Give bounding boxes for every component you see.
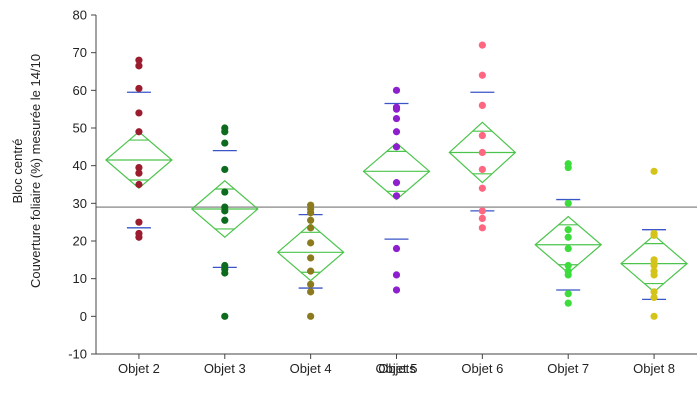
y-tick-label: 60 xyxy=(73,83,87,98)
y-tick-label: 70 xyxy=(73,45,87,60)
x-tick-label: Objet 5 xyxy=(376,361,418,376)
data-point xyxy=(650,288,658,296)
data-point xyxy=(392,179,401,187)
x-tick-label: Objet 3 xyxy=(204,361,246,376)
data-point xyxy=(221,207,229,215)
category-group xyxy=(448,41,517,232)
x-tick-label: Objet 2 xyxy=(118,361,160,376)
data-point xyxy=(392,128,401,136)
data-point xyxy=(135,84,143,93)
x-axis-title: Objets xyxy=(378,361,416,376)
y-tick-label: 30 xyxy=(73,196,87,211)
data-point xyxy=(478,101,486,109)
y-tick-label: 50 xyxy=(73,121,87,136)
category-group xyxy=(620,167,688,320)
category-group xyxy=(105,56,173,241)
category-group xyxy=(190,124,259,320)
data-point xyxy=(307,224,315,232)
data-point xyxy=(478,71,486,79)
data-point xyxy=(307,254,315,262)
data-point xyxy=(135,163,143,172)
data-point xyxy=(135,169,143,177)
data-point xyxy=(650,231,658,239)
data-point xyxy=(392,105,401,113)
data-point xyxy=(307,239,315,247)
data-point xyxy=(650,261,658,270)
data-point xyxy=(392,271,401,279)
data-point xyxy=(392,86,401,94)
data-point xyxy=(307,288,315,296)
y-tick-label: 40 xyxy=(73,158,87,173)
data-point xyxy=(564,271,572,279)
data-point xyxy=(307,312,315,320)
data-point xyxy=(564,299,572,307)
x-tick-label: Objet 6 xyxy=(461,361,503,376)
data-point xyxy=(307,280,315,288)
data-point xyxy=(478,224,486,232)
data-point xyxy=(650,167,658,175)
data-point xyxy=(564,261,572,270)
data-point xyxy=(135,218,143,226)
data-point xyxy=(478,207,486,215)
data-point xyxy=(221,165,229,174)
data-point xyxy=(392,244,401,253)
y-tick-label: 80 xyxy=(73,8,87,23)
data-point xyxy=(478,148,486,157)
axes: -10 0 10 20 30 40 50 60 70 80 Objet 2 Objet 3 Objet … xyxy=(68,8,697,376)
y-axis-title-line-2: Couverture foliaire (%) mesurée le 14/10 xyxy=(28,54,43,288)
data-point xyxy=(307,267,315,275)
data-point xyxy=(564,290,572,298)
data-point xyxy=(478,184,486,192)
category-group xyxy=(276,201,345,320)
data-point xyxy=(478,131,486,140)
data-point xyxy=(135,62,143,70)
data-point xyxy=(135,109,143,117)
y-tick-label: 10 xyxy=(73,271,87,286)
y-tick-label: 0 xyxy=(80,309,87,324)
data-point xyxy=(307,216,315,224)
y-tick-label: 20 xyxy=(73,234,87,249)
data-point xyxy=(392,192,401,200)
data-point xyxy=(650,293,658,302)
data-point xyxy=(135,233,143,241)
data-point xyxy=(650,312,658,320)
data-point xyxy=(564,244,572,253)
data-point xyxy=(392,286,401,294)
data-point xyxy=(221,128,229,136)
data-point xyxy=(564,199,572,207)
category-group xyxy=(362,86,431,294)
data-point xyxy=(478,165,486,174)
data-point xyxy=(564,226,572,234)
y-axis-title-line-1: Bloc centré xyxy=(10,138,25,203)
data-point xyxy=(478,41,486,49)
x-tick-label: Objet 8 xyxy=(633,361,675,376)
data-point xyxy=(392,114,401,123)
category-group xyxy=(534,160,603,307)
data-point xyxy=(221,216,229,224)
data-point xyxy=(650,271,658,279)
x-tick-label: Objet 7 xyxy=(547,361,589,376)
plot-area xyxy=(96,41,697,320)
data-point xyxy=(135,180,143,189)
data-point xyxy=(221,312,229,320)
data-point xyxy=(135,56,143,64)
data-point xyxy=(307,209,315,217)
data-point xyxy=(392,143,401,151)
data-point xyxy=(221,269,229,277)
data-point xyxy=(221,188,229,196)
labels: Objets Bloc centré Couverture foliaire (… xyxy=(10,54,416,376)
data-point xyxy=(564,163,572,172)
data-point xyxy=(564,233,572,241)
data-point xyxy=(135,128,143,136)
data-point xyxy=(221,139,229,147)
data-point xyxy=(478,214,486,222)
y-tick-label: -10 xyxy=(68,347,87,362)
x-tick-label: Objet 4 xyxy=(290,361,332,376)
